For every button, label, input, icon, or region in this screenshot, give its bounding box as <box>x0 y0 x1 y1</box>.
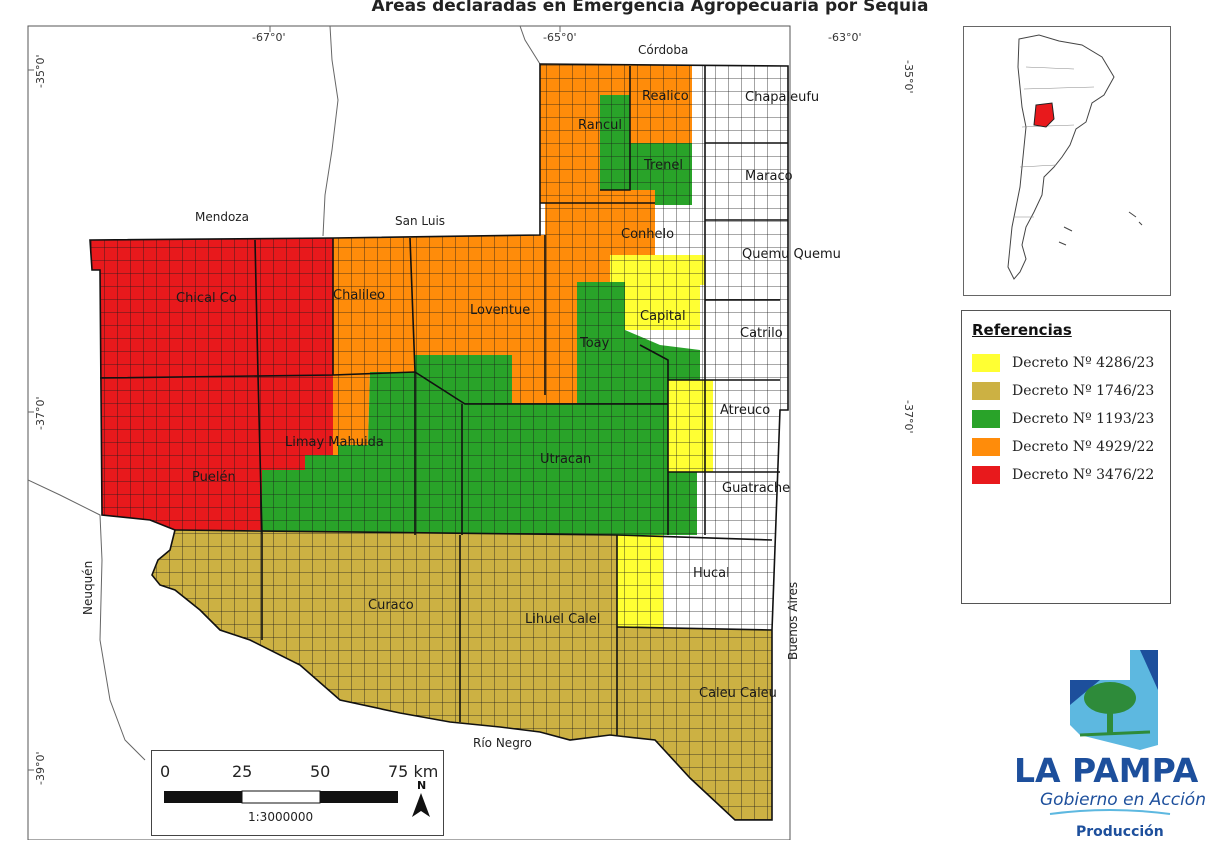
legend-label: Decreto Nº 4929/22 <box>1012 439 1155 455</box>
inset-locator-map <box>963 26 1171 296</box>
legend-swatch <box>972 438 1000 456</box>
tree-icon <box>1079 682 1151 737</box>
dept-puelen: Puelén <box>192 470 236 485</box>
legend-label: Decreto Nº 3476/22 <box>1012 467 1155 483</box>
scale-tick-25: 25 <box>232 762 252 781</box>
boundary-mendoza-neuquen <box>28 479 146 761</box>
dept-toay: Toay <box>579 336 610 351</box>
legend-item: Decreto Nº 3476/22 <box>972 465 1154 485</box>
label-san-luis: San Luis <box>395 214 445 228</box>
dept-chical-co: Chical Co <box>176 291 237 306</box>
legend-swatch <box>972 382 1000 400</box>
scale-tick-50: 50 <box>310 762 330 781</box>
label-buenos-aires: Buenos Aires <box>786 582 800 660</box>
svg-text:N: N <box>417 779 426 792</box>
dept-lihuel-calel: Lihuel Calel <box>525 612 600 627</box>
legend-swatch <box>972 354 1000 372</box>
dept-rancul: Rancul <box>578 118 622 133</box>
dept-chapaleufu: Chapaleufu <box>745 90 819 105</box>
map-title: Áreas declaradas en Emergencia Agropecua… <box>371 0 929 16</box>
graticule-ticks <box>28 26 561 771</box>
dept-maraco: Maraco <box>745 169 793 184</box>
label-rio-negro: Río Negro <box>473 736 532 750</box>
dept-loventue: Loventue <box>470 303 530 318</box>
legend-title: Referencias <box>972 321 1072 339</box>
legend-swatch <box>972 466 1000 484</box>
province-grid <box>90 64 788 820</box>
lat-label-37-right: -37°0' <box>902 400 915 434</box>
label-mendoza: Mendoza <box>195 210 249 224</box>
legend-item: Decreto Nº 4929/22 <box>972 437 1154 457</box>
legend-label: Decreto Nº 1746/23 <box>1012 383 1155 399</box>
argentina-outline <box>1007 34 1115 280</box>
dept-realico: Realico <box>642 89 689 104</box>
legend-item: Decreto Nº 4286/23 <box>972 353 1154 373</box>
lon-label-65: -65°0' <box>543 31 577 44</box>
dept-curaco: Curaco <box>368 598 414 613</box>
dept-caleu-caleu: Caleu Caleu <box>699 686 777 701</box>
boundary-sanluis-cordoba <box>519 26 541 65</box>
scale-segment <box>241 790 321 804</box>
la-pampa-highlight-icon <box>1033 102 1055 128</box>
logo-unit: Producción <box>1076 824 1164 840</box>
lat-label-35-right: -35°0' <box>902 60 915 94</box>
scale-bar-panel: 0 25 50 75 km 1:3000000 N <box>151 750 444 836</box>
legend-label: Decreto Nº 1193/23 <box>1012 411 1155 427</box>
legend-label: Decreto Nº 4286/23 <box>1012 355 1155 371</box>
lon-label-63: -63°0' <box>828 31 862 44</box>
dept-quemu-quemu: Quemu Quemu <box>742 247 841 262</box>
legend-panel: Referencias Decreto Nº 4286/23 Decreto N… <box>961 310 1171 604</box>
scale-segment <box>164 791 242 803</box>
scale-tick-75: 75 km <box>388 762 438 781</box>
lat-label-37: -37°0' <box>34 397 47 431</box>
dept-conhelo: Conhelo <box>621 227 674 242</box>
dept-atreuco: Atreuco <box>720 403 770 418</box>
scale-tick-0: 0 <box>160 762 170 781</box>
dept-limay-mahuida: Limay Mahuida <box>285 435 384 450</box>
dept-capital: Capital <box>640 309 686 324</box>
lat-label-35: -35°0' <box>34 55 47 89</box>
logo-name: LA PAMPA <box>1014 751 1199 790</box>
scale-ratio: 1:3000000 <box>248 810 313 824</box>
dept-hucal: Hucal <box>693 566 730 581</box>
boundary-mendoza-sanluis <box>322 26 339 237</box>
label-neuquen: Neuquén <box>81 561 95 615</box>
province-outline <box>89 63 789 821</box>
label-cordoba: Córdoba <box>638 43 688 57</box>
dept-catrilo: Catrilo <box>740 326 783 341</box>
lon-label-67: -67°0' <box>252 31 286 44</box>
legend-item: Decreto Nº 1193/23 <box>972 409 1154 429</box>
lat-label-39: -39°0' <box>34 752 47 786</box>
la-pampa-logo: LA PAMPA Gobierno en Acción Producción <box>1010 650 1220 840</box>
legend-item: Decreto Nº 1746/23 <box>972 381 1154 401</box>
department-boundaries <box>99 66 788 735</box>
dept-trenel: Trenel <box>643 158 683 173</box>
dept-guatrache: Guatrache <box>722 481 790 496</box>
legend-swatch <box>972 410 1000 428</box>
north-arrow-icon: N <box>412 779 430 817</box>
logo-slogan: Gobierno en Acción <box>1040 790 1206 810</box>
dept-chalileo: Chalileo <box>333 288 385 303</box>
scale-segment <box>320 791 398 803</box>
dept-utracan: Utracan <box>540 452 591 467</box>
